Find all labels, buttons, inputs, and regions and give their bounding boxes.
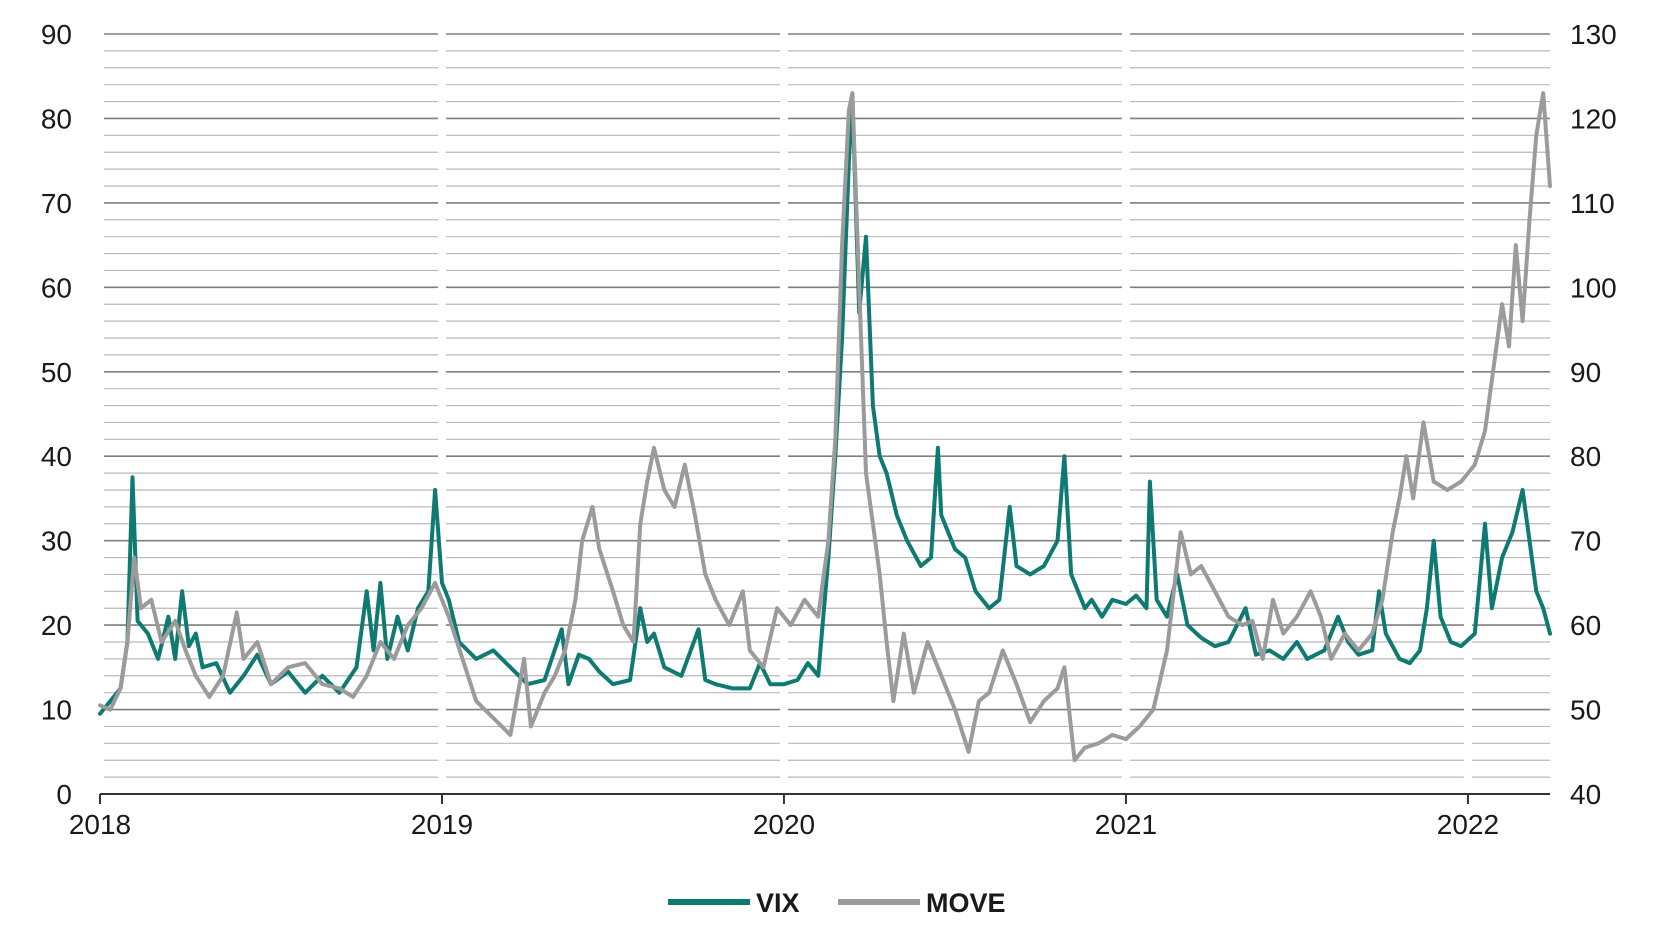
y-left-tick-label: 50 bbox=[41, 357, 72, 388]
y-left-tick-label: 40 bbox=[41, 441, 72, 472]
legend-label-vix: VIX bbox=[756, 888, 800, 918]
y-right-tick-label: 60 bbox=[1570, 610, 1601, 641]
y-left-tick-label: 90 bbox=[41, 19, 72, 50]
y-left-tick-label: 10 bbox=[41, 695, 72, 726]
y-left-tick-label: 30 bbox=[41, 526, 72, 557]
y-left-tick-label: 0 bbox=[56, 779, 72, 810]
legend-label-move: MOVE bbox=[926, 888, 1006, 918]
x-tick-label: 2019 bbox=[411, 809, 473, 840]
x-tick-label: 2020 bbox=[753, 809, 815, 840]
y-right-tick-label: 80 bbox=[1570, 441, 1601, 472]
y-right-tick-label: 90 bbox=[1570, 357, 1601, 388]
legend: VIX MOVE bbox=[668, 888, 1006, 918]
x-tick-label: 2021 bbox=[1095, 809, 1157, 840]
series-layer bbox=[98, 91, 1552, 763]
y-left-tick-label: 80 bbox=[41, 103, 72, 134]
y-left-tick-label: 60 bbox=[41, 272, 72, 303]
x-tick-label: 2022 bbox=[1437, 809, 1499, 840]
year-separators bbox=[96, 32, 1472, 792]
gridlines bbox=[100, 33, 1550, 778]
y-right-tick-label: 70 bbox=[1570, 526, 1601, 557]
y-right-tick-label: 120 bbox=[1570, 103, 1617, 134]
axes: 2018 2019 2020 2021 2022 0 10 20 30 40 50 60 70 80 90 4… bbox=[41, 19, 1617, 840]
y-right-tick-label: 40 bbox=[1570, 779, 1601, 810]
series-line-move bbox=[98, 91, 1552, 763]
y-left-tick-label: 20 bbox=[41, 610, 72, 641]
x-tick-label: 2018 bbox=[69, 809, 131, 840]
y-left-tick-label: 70 bbox=[41, 188, 72, 219]
y-right-tick-label: 50 bbox=[1570, 695, 1601, 726]
y-right-tick-label: 100 bbox=[1570, 272, 1617, 303]
y-right-tick-label: 130 bbox=[1570, 19, 1617, 50]
y-right-tick-label: 110 bbox=[1570, 188, 1615, 219]
